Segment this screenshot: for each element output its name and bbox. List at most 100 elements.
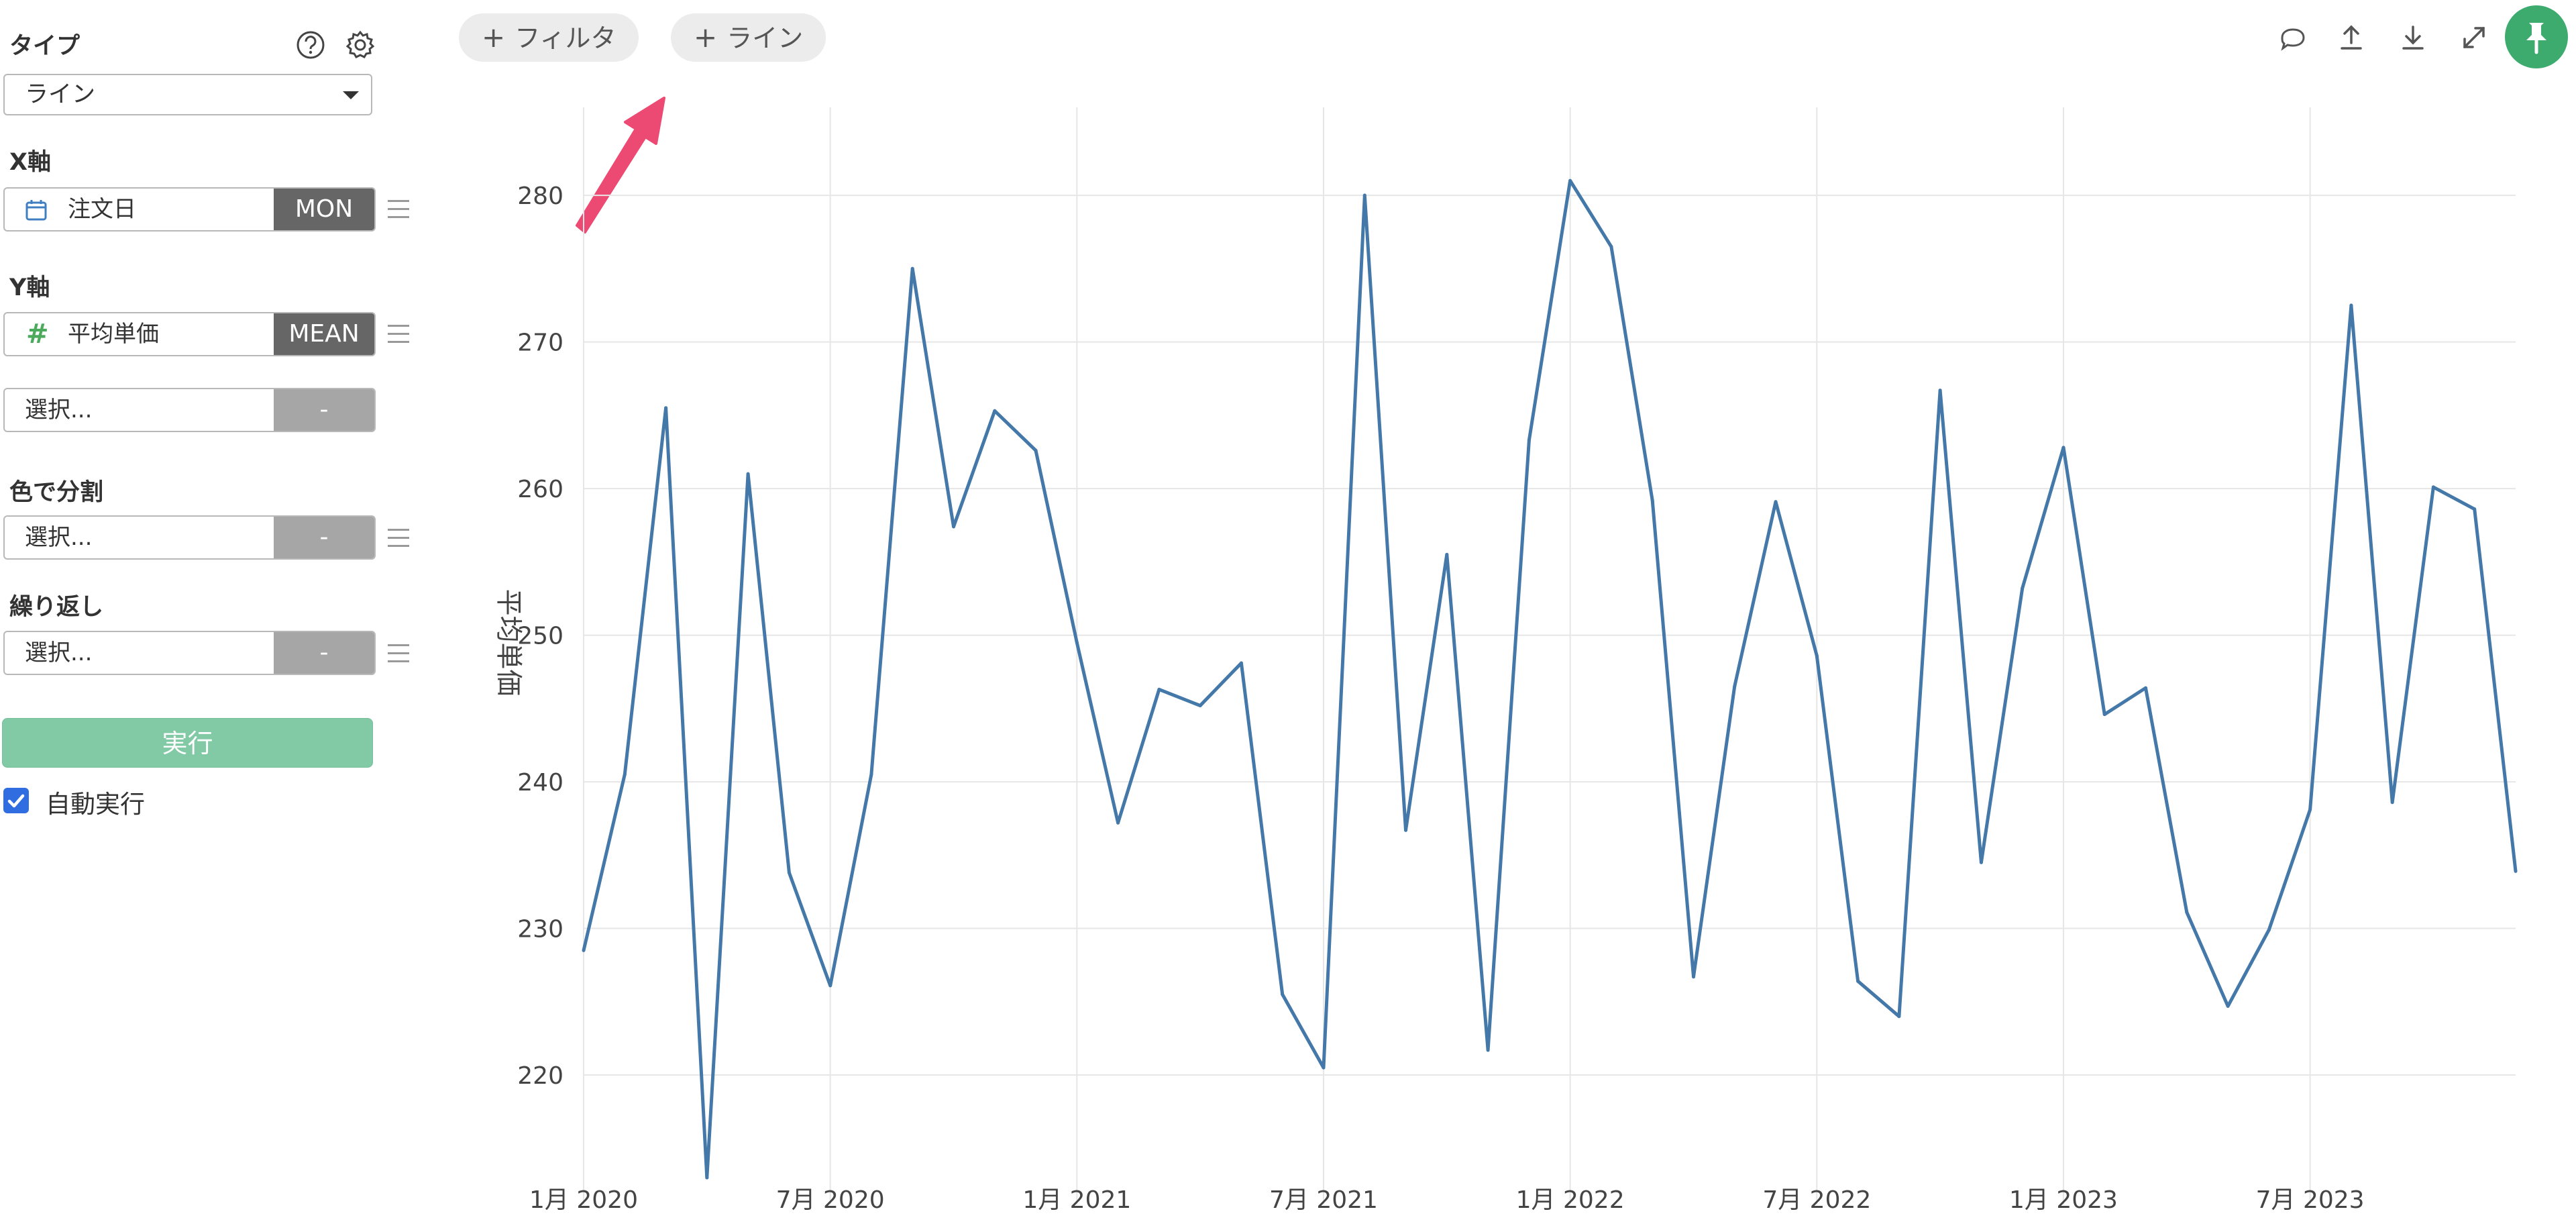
data-point	[2431, 485, 2435, 489]
pin-icon	[2526, 23, 2546, 54]
y-axis-aggregation-button[interactable]: MEAN	[274, 313, 374, 355]
config-sidebar: タイプ ライン X軸 注文日 MON	[0, 0, 429, 1228]
data-point	[2102, 713, 2106, 717]
data-point	[1075, 641, 1079, 644]
add-filter-label: フィルタ	[515, 23, 616, 53]
data-point	[1322, 1066, 1326, 1070]
color-split-label: 色で分割	[9, 479, 104, 506]
data-point	[582, 948, 586, 952]
y-tick-label: 230	[517, 916, 564, 943]
data-point	[2473, 507, 2477, 511]
data-point	[2226, 1004, 2230, 1008]
chart-type-value: ライン	[25, 81, 96, 108]
data-point	[2308, 808, 2312, 812]
type-label: タイプ	[9, 33, 80, 60]
gear-icon[interactable]	[345, 30, 376, 60]
data-point	[1815, 654, 1819, 658]
download-icon[interactable]	[2397, 21, 2429, 54]
chevron-down-icon	[343, 91, 359, 99]
data-point	[1609, 245, 1613, 249]
data-point	[1486, 1048, 1490, 1052]
x-tick-label: 7月 2022	[1762, 1186, 1871, 1214]
auto-run-checkbox[interactable]	[3, 788, 29, 813]
help-icon[interactable]	[295, 30, 326, 60]
data-point	[951, 525, 955, 529]
y-axis-title: 平均単価	[493, 589, 524, 697]
series-line-average-unit-price	[582, 178, 2518, 1180]
x-axis-drag-handle[interactable]	[388, 200, 409, 219]
data-point	[1650, 499, 1654, 503]
data-point	[1239, 661, 1243, 665]
data-point	[1691, 975, 1695, 979]
y-tick-label: 280	[517, 183, 564, 210]
data-point	[2144, 686, 2148, 690]
annotation-arrow	[576, 97, 665, 234]
x-axis-aggregation-button[interactable]: MON	[274, 189, 374, 230]
y-axis-field-name: 平均単価	[68, 321, 159, 348]
comment-icon[interactable]	[2277, 23, 2309, 55]
auto-run-label: 自動実行	[46, 790, 145, 819]
y-tick-label: 270	[517, 329, 564, 357]
x-axis-field[interactable]: 注文日 MON	[3, 187, 376, 232]
data-point	[1733, 684, 1737, 688]
x-tick-label: 1月 2021	[1022, 1186, 1131, 1214]
chart-type-select[interactable]: ライン	[3, 74, 372, 115]
data-point	[1897, 1015, 1901, 1019]
y-axis-label: Y軸	[9, 274, 50, 301]
add-line-button[interactable]: + ライン	[671, 13, 826, 62]
chart-grid	[583, 107, 2516, 1205]
x-tick-label: 1月 2022	[1516, 1186, 1625, 1214]
add-filter-button[interactable]: + フィルタ	[459, 13, 639, 62]
data-point	[2390, 801, 2394, 805]
numeric-hash-icon: #	[26, 319, 49, 350]
data-point	[869, 772, 873, 776]
y-tick-label: 220	[517, 1062, 564, 1090]
y-axis-extra-aggregation[interactable]: -	[274, 389, 374, 431]
repeat-drag-handle[interactable]	[388, 644, 409, 663]
y-axis-drag-handle[interactable]	[388, 325, 409, 344]
data-point	[1034, 448, 1038, 452]
data-point	[993, 409, 997, 413]
expand-icon[interactable]	[2458, 21, 2490, 54]
y-tick-label: 240	[517, 769, 564, 797]
data-point	[705, 1176, 709, 1180]
data-point	[1116, 821, 1120, 825]
data-point	[1568, 178, 1572, 183]
data-point	[2349, 303, 2353, 307]
repeat-placeholder: 選択...	[25, 639, 93, 666]
x-tick-labels: 1月 2020 7月 2020 1月 2021 7月 2021 1月 2022 7月 20…	[529, 1186, 2365, 1214]
data-point	[2267, 928, 2271, 932]
color-split-aggregation[interactable]: -	[274, 517, 374, 558]
y-tick-labels: 220 230 240 250 260 270 280	[517, 183, 564, 1090]
data-point	[1157, 687, 1161, 691]
repeat-select[interactable]: 選択... -	[3, 631, 376, 675]
y-axis-extra-placeholder: 選択...	[25, 397, 93, 423]
x-tick-label: 7月 2021	[1269, 1186, 1378, 1214]
color-split-drag-handle[interactable]	[388, 529, 409, 548]
data-point	[2514, 869, 2518, 873]
data-point	[1281, 992, 1285, 996]
plus-icon: +	[694, 21, 718, 54]
data-point	[746, 472, 750, 476]
data-point	[1938, 389, 1942, 393]
x-tick-label: 7月 2020	[776, 1186, 885, 1214]
y-tick-label: 250	[517, 623, 564, 650]
add-line-label: ライン	[727, 23, 804, 53]
data-point	[1445, 552, 1449, 556]
color-split-select[interactable]: 選択... -	[3, 515, 376, 560]
run-button[interactable]: 実行	[2, 718, 373, 768]
color-split-placeholder: 選択...	[25, 524, 93, 551]
pin-button[interactable]	[2505, 5, 2568, 68]
plus-icon: +	[482, 21, 506, 54]
data-point	[1404, 828, 1408, 832]
y-axis-extra-select[interactable]: 選択... -	[3, 388, 376, 432]
repeat-aggregation[interactable]: -	[274, 632, 374, 674]
data-point	[1198, 703, 1202, 707]
y-axis-field[interactable]: # 平均単価 MEAN	[3, 312, 376, 356]
data-point	[1979, 860, 1983, 864]
data-point	[828, 984, 833, 988]
data-point	[1856, 979, 1860, 983]
x-tick-label: 1月 2023	[2009, 1186, 2118, 1214]
upload-icon[interactable]	[2335, 21, 2367, 54]
